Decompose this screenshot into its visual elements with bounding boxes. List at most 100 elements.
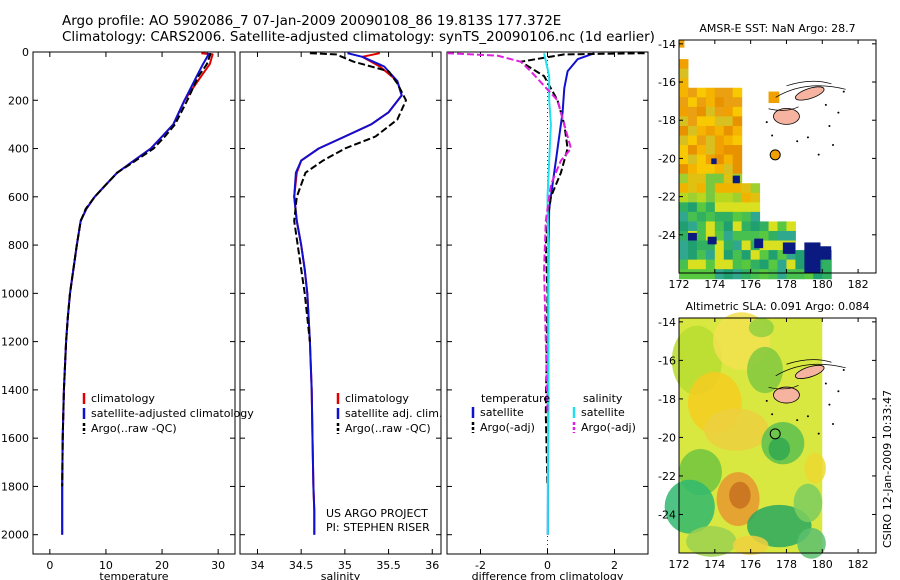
sst-pixel [687,183,698,194]
difference-xtick-label: -2 [475,559,486,572]
sst-pixel [705,230,716,242]
sst-pixel [679,250,689,261]
sst-islet [806,136,809,139]
sla-anomaly-blob [664,479,715,534]
sla-anomaly-blob [797,527,826,559]
sst-missing-pixel [820,246,832,260]
sla-anomaly-blob [793,483,823,523]
sst-pixel [741,269,752,280]
sst-pixel [687,211,698,222]
sst-offshore-pixel [768,91,780,104]
sst-islet [828,124,831,127]
sst-pixel [679,192,689,203]
sst-pixel [750,250,761,261]
sst-pixel [714,125,725,136]
sst-pixel [714,145,725,156]
sst-pixel [795,250,805,261]
sst-pixel [714,164,725,175]
sst-pixel [705,106,716,117]
sst-pixel [768,240,778,251]
sst-pixel [750,192,761,203]
sst-pixel [750,230,761,242]
sla_map-xtick-label: 178 [776,558,797,571]
sst-pixel [696,97,707,108]
temperature-xtick-label: 20 [155,559,169,572]
sst-pixel [705,192,716,203]
sst-islet [817,153,820,156]
sst-pixel [777,259,787,270]
sst_map-ytick-label: -16 [658,76,676,89]
sla_map-ytick-label: -20 [658,431,676,444]
sst-pixel [705,135,716,146]
sst-pixel [723,173,734,184]
sst-pixel [732,97,743,108]
sst_map-xtick-label: 176 [740,278,761,291]
sst-pixel [679,173,689,184]
sst-pixel [759,230,770,242]
sla-islet [817,432,820,435]
sst-pixel [696,154,707,165]
sst-pixel [696,116,707,127]
sst-pixel [679,59,689,70]
sst-island-north [794,86,825,101]
sla_map-ytick-label: -22 [658,470,676,483]
sst-pixel [750,259,761,270]
sst_map-xtick-label: 178 [776,278,797,291]
sst-pixel [696,230,707,242]
sst-pixel [705,164,716,175]
sst-pixel [696,135,707,146]
sst-pixel [750,202,761,213]
sst-pixel [732,211,743,222]
sst-pixel [679,97,689,108]
sst-pixel [723,230,734,242]
sst-missing-pixel [732,175,740,184]
sla-islet [796,419,799,422]
difference-legend-salinity-0-label: satellite [581,406,625,419]
difference-legend-temperature-0-label: satellite [480,406,524,419]
sst-pixel [777,250,787,261]
sla-anomaly-blob [768,437,791,461]
difference-series-2-line [543,52,552,535]
sst-pixel [687,145,698,156]
temperature-ytick-label: 400 [8,143,29,156]
temperature-legend-1-label: satellite-adjusted climatology [91,407,254,420]
sst-pixel [696,106,707,117]
sst-pixel [687,173,698,184]
sst-missing-pixel [707,236,717,245]
sst-pixel [750,183,761,194]
sst-pixel [687,87,698,98]
sst-pixel [732,202,743,213]
sst-pixel [759,269,770,280]
sst-pixel [759,240,770,251]
difference-legend-temperature-title: temperature [481,392,550,405]
sst-islet [842,90,845,93]
sst-pixel [822,259,832,270]
sla-anomaly-blob [804,452,826,484]
sla-island-north [794,364,825,379]
sst-pixel [786,259,796,270]
sst-pixel [679,202,689,213]
sst-pixel [732,116,743,127]
sla-islet [765,399,768,402]
sst-pixel [696,183,707,194]
sst-pixel [679,240,689,251]
sst-pixel [777,240,787,251]
temperature-ytick-label: 1600 [1,432,29,445]
difference-xtick-label: 0 [544,559,551,572]
sst-pixel [679,106,689,117]
figure-title-line2: Climatology: CARS2006. Satellite-adjuste… [62,29,655,45]
sla_map-ytick-label: -24 [658,508,676,521]
sst-island-main [773,107,800,125]
temperature-ytick-label: 1800 [1,480,29,493]
sst-pixel [732,250,743,261]
sst-pixel [714,211,725,222]
sst-pixel [741,202,752,213]
sst-pixel [679,125,689,136]
salinity-xlabel: salinity [321,570,361,580]
sst-pixel [723,250,734,261]
sst-pixel [696,173,707,184]
sla-anomaly-blob [729,481,751,509]
sst-reef-outline [768,80,846,111]
sst-pixel [768,230,778,242]
sla-anomaly-blob [747,504,812,548]
